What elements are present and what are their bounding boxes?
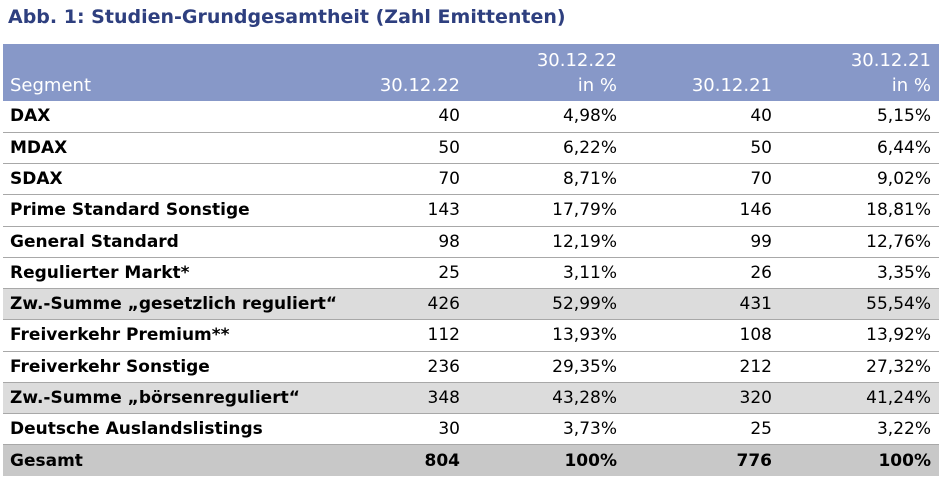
percent-2021-cell: 5,15%	[876, 106, 931, 127]
table-row: DAX 40 4,98% 40 5,15%	[3, 101, 939, 133]
table-row: General Standard 98 12,19% 99 12,76%	[3, 226, 939, 258]
table-row: Freiverkehr Sonstige 236 29,35% 212 27,32%	[3, 351, 939, 383]
count-2021-cell: 108	[739, 325, 772, 346]
segment-cell: SDAX	[10, 169, 63, 190]
count-2022-cell: 348	[427, 387, 460, 408]
count-2021-cell: 776	[736, 450, 773, 471]
percent-2021-cell: 27,32%	[866, 356, 931, 377]
count-2022-cell: 70	[438, 169, 460, 190]
percent-2021-cell: 6,44%	[876, 137, 931, 158]
count-2022-cell: 426	[427, 294, 460, 315]
count-2022-cell: 236	[427, 356, 460, 377]
count-2021-cell: 99	[750, 231, 772, 252]
header-percent-2022-unit: in %	[577, 75, 617, 96]
percent-2022-cell: 52,99%	[552, 294, 617, 315]
percent-2021-cell: 3,35%	[876, 262, 931, 283]
table-body: DAX 40 4,98% 40 5,15% MDAX 50 6,22% 50 6,44% SDAX 7…	[3, 101, 939, 476]
count-2021-cell: 320	[739, 387, 772, 408]
percent-2022-cell: 29,35%	[552, 356, 617, 377]
segment-cell: DAX	[10, 106, 51, 127]
table-row: Zw.-Summe „gesetzlich reguliert“ 426 52,99…	[3, 288, 939, 320]
percent-2022-cell: 13,93%	[552, 325, 617, 346]
count-2022-cell: 98	[438, 231, 460, 252]
percent-2022-cell: 4,98%	[562, 106, 617, 127]
count-2021-cell: 431	[739, 294, 772, 315]
percent-2021-cell: 18,81%	[866, 200, 931, 221]
segment-cell: Freiverkehr Premium**	[10, 325, 230, 346]
header-percent-2021-date: 30.12.21	[850, 50, 931, 71]
percent-2021-cell: 13,92%	[866, 325, 931, 346]
table-row: MDAX 50 6,22% 50 6,44%	[3, 132, 939, 164]
count-2022-cell: 112	[427, 325, 460, 346]
count-2021-cell: 146	[739, 200, 772, 221]
count-2022-cell: 50	[438, 137, 460, 158]
segment-cell: Zw.-Summe „gesetzlich reguliert“	[10, 294, 338, 315]
percent-2021-cell: 9,02%	[876, 169, 931, 190]
count-2022-cell: 143	[427, 200, 460, 221]
count-2021-cell: 25	[750, 419, 772, 440]
segment-cell: MDAX	[10, 137, 68, 158]
table-row: Gesamt 804 100% 776 100%	[3, 444, 939, 476]
percent-2022-cell: 17,79%	[552, 200, 617, 221]
header-percent-2021-unit: in %	[891, 75, 931, 96]
count-2021-cell: 50	[750, 137, 772, 158]
segment-cell: Regulierter Markt*	[10, 262, 190, 283]
segment-cell: Freiverkehr Sonstige	[10, 356, 210, 377]
count-2022-cell: 30	[438, 419, 460, 440]
header-percent-2022-date: 30.12.22	[536, 50, 617, 71]
count-2021-cell: 26	[750, 262, 772, 283]
percent-2022-cell: 43,28%	[552, 387, 617, 408]
table-row: Zw.-Summe „börsenreguliert“ 348 43,28% 320 4…	[3, 382, 939, 414]
table-row: Prime Standard Sonstige 143 17,79% 146 18,81…	[3, 195, 939, 226]
table-header: Segment 30.12.22 30.12.22 in % 30.12.21 …	[3, 44, 939, 101]
percent-2021-cell: 3,22%	[876, 419, 931, 440]
percent-2022-cell: 3,11%	[562, 262, 617, 283]
table-row: SDAX 70 8,71% 70 9,02%	[3, 164, 939, 195]
count-2021-cell: 212	[739, 356, 772, 377]
count-2022-cell: 25	[438, 262, 460, 283]
percent-2022-cell: 3,73%	[562, 419, 617, 440]
count-2021-cell: 40	[750, 106, 772, 127]
count-2022-cell: 804	[424, 450, 461, 471]
header-segment: Segment	[10, 75, 91, 96]
segment-cell: Gesamt	[10, 450, 83, 471]
percent-2022-cell: 12,19%	[552, 231, 617, 252]
figure-title: Abb. 1: Studien-Grundgesamtheit (Zahl Em…	[8, 6, 566, 28]
table-row: Deutsche Auslandslistings 30 3,73% 25 3,22%	[3, 414, 939, 445]
percent-2021-cell: 12,76%	[866, 231, 931, 252]
percent-2021-cell: 55,54%	[866, 294, 931, 315]
header-percent-2021: 30.12.21 in %	[780, 44, 939, 101]
count-2022-cell: 40	[438, 106, 460, 127]
header-row: Segment 30.12.22 30.12.22 in % 30.12.21 …	[3, 44, 939, 101]
table-row: Regulierter Markt* 25 3,11% 26 3,35%	[3, 257, 939, 289]
segment-cell: Prime Standard Sonstige	[10, 200, 250, 221]
percent-2021-cell: 100%	[878, 450, 931, 471]
percent-2022-cell: 6,22%	[562, 137, 617, 158]
segment-cell: Deutsche Auslandslistings	[10, 419, 263, 440]
table-row: Freiverkehr Premium** 112 13,93% 108 13,92%	[3, 320, 939, 351]
count-2021-cell: 70	[750, 169, 772, 190]
segment-cell: General Standard	[10, 231, 179, 252]
header-percent-2022: 30.12.22 in %	[468, 44, 625, 101]
percent-2022-cell: 100%	[564, 450, 617, 471]
segment-cell: Zw.-Summe „börsenreguliert“	[10, 387, 300, 408]
percent-2022-cell: 8,71%	[562, 169, 617, 190]
header-count-2021: 30.12.21	[691, 75, 772, 96]
header-count-2022: 30.12.22	[379, 75, 460, 96]
percent-2021-cell: 41,24%	[866, 387, 931, 408]
emittenten-table: Segment 30.12.22 30.12.22 in % 30.12.21 …	[3, 44, 939, 476]
